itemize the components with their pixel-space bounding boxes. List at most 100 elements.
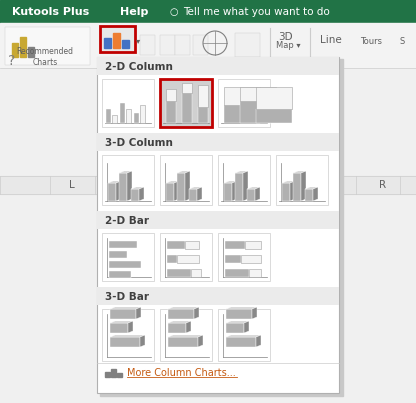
Bar <box>12 43 18 57</box>
Bar <box>198 107 208 123</box>
Text: S: S <box>400 37 405 46</box>
Bar <box>166 89 176 101</box>
Bar <box>235 33 260 57</box>
Bar <box>224 87 260 105</box>
Polygon shape <box>168 335 203 337</box>
Bar <box>276 155 328 205</box>
Polygon shape <box>282 181 295 183</box>
Polygon shape <box>290 181 295 201</box>
Polygon shape <box>252 307 257 319</box>
Bar <box>109 261 141 268</box>
Bar <box>293 173 301 201</box>
Bar <box>240 101 276 123</box>
Text: ?: ? <box>8 54 15 68</box>
Polygon shape <box>110 321 133 323</box>
Bar <box>126 109 131 123</box>
Bar <box>110 323 128 333</box>
Bar <box>104 38 111 48</box>
Text: R: R <box>379 180 386 190</box>
Bar <box>177 173 185 201</box>
Text: Kutools Plus: Kutools Plus <box>12 7 89 17</box>
Bar <box>140 35 155 55</box>
Bar <box>160 35 175 55</box>
Bar <box>120 103 125 123</box>
Bar <box>224 105 260 123</box>
Bar <box>0 0 416 23</box>
Bar <box>240 87 276 101</box>
Bar <box>109 271 131 278</box>
Polygon shape <box>119 171 132 173</box>
Bar <box>134 113 139 123</box>
Polygon shape <box>293 171 306 173</box>
Bar <box>102 79 154 127</box>
Bar <box>100 59 343 396</box>
Bar <box>0 23 416 68</box>
Bar <box>111 369 116 377</box>
Bar <box>218 79 270 127</box>
Bar <box>102 309 154 361</box>
Bar <box>256 109 292 123</box>
Bar <box>113 33 120 48</box>
Polygon shape <box>226 307 257 309</box>
Polygon shape <box>247 187 260 189</box>
Text: More Column Charts...: More Column Charts... <box>127 368 236 378</box>
Polygon shape <box>243 171 248 201</box>
Polygon shape <box>301 171 306 201</box>
Bar <box>282 183 290 201</box>
Polygon shape <box>131 187 144 189</box>
Polygon shape <box>256 335 261 347</box>
Polygon shape <box>235 171 248 173</box>
Bar <box>193 35 208 55</box>
Bar <box>20 37 26 57</box>
Bar <box>182 83 192 93</box>
Bar <box>0 176 416 194</box>
Polygon shape <box>174 181 179 201</box>
Bar <box>241 255 261 263</box>
Bar <box>131 189 139 201</box>
Bar <box>5 27 90 65</box>
Bar <box>182 93 192 123</box>
Bar <box>225 241 245 249</box>
Bar <box>102 233 154 281</box>
Bar <box>218 155 270 205</box>
Text: L: L <box>69 180 75 190</box>
Polygon shape <box>128 321 133 333</box>
Bar <box>218 309 270 361</box>
Bar <box>140 105 145 123</box>
Text: Tell me what you want to do: Tell me what you want to do <box>183 7 330 17</box>
Bar <box>28 47 34 57</box>
Bar <box>225 269 249 277</box>
Polygon shape <box>127 171 132 201</box>
Bar <box>167 241 185 249</box>
Bar <box>97 57 339 393</box>
Text: ○: ○ <box>170 7 178 17</box>
Bar <box>112 115 117 123</box>
Bar <box>249 269 261 277</box>
Bar <box>189 189 197 201</box>
Text: Q: Q <box>309 180 317 190</box>
Text: ▾: ▾ <box>136 37 140 46</box>
Polygon shape <box>255 187 260 201</box>
Bar <box>97 287 339 305</box>
Text: M: M <box>136 180 144 190</box>
Bar <box>102 155 154 205</box>
Polygon shape <box>186 321 191 333</box>
Text: 2-D Column: 2-D Column <box>105 62 173 72</box>
Text: 3-D Bar: 3-D Bar <box>105 292 149 302</box>
Text: Recommended
Charts: Recommended Charts <box>17 47 74 67</box>
Bar <box>110 337 140 347</box>
Bar <box>105 372 110 377</box>
Bar <box>166 101 176 123</box>
Polygon shape <box>185 171 190 201</box>
Polygon shape <box>232 181 237 201</box>
Bar <box>224 183 232 201</box>
Bar <box>97 57 339 75</box>
Text: 3D: 3D <box>278 32 292 42</box>
Polygon shape <box>244 321 249 333</box>
Bar <box>256 87 292 109</box>
Polygon shape <box>166 181 179 183</box>
Polygon shape <box>136 307 141 319</box>
Text: Tours: Tours <box>360 37 382 46</box>
Bar <box>191 269 201 277</box>
Polygon shape <box>198 335 203 347</box>
